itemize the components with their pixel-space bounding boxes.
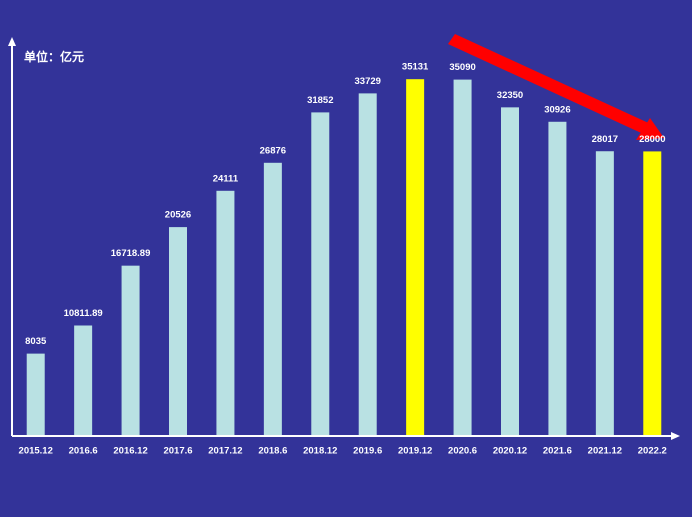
x-tick-label: 2020.12 — [493, 446, 527, 457]
value-label: 16718.89 — [111, 248, 151, 259]
x-tick-label: 2021.6 — [543, 446, 572, 457]
y-axis-arrow — [8, 37, 16, 46]
x-axis-arrow — [671, 432, 680, 440]
bar — [74, 325, 93, 435]
x-tick-label: 2020.6 — [448, 446, 477, 457]
x-tick-label: 2022.2 — [638, 446, 667, 457]
axis-unit-label: 单位：亿元 — [24, 49, 84, 64]
value-label: 35131 — [402, 62, 429, 73]
x-tick-label: 2019.12 — [398, 446, 432, 457]
bar — [548, 121, 567, 435]
x-tick-label: 2018.12 — [303, 446, 337, 457]
value-label: 26876 — [260, 145, 286, 156]
x-tick-label: 2017.12 — [208, 446, 242, 457]
x-tick-label: 2021.12 — [588, 446, 622, 457]
x-tick-label: 2016.12 — [113, 446, 147, 457]
bar — [26, 353, 45, 435]
value-label: 28017 — [592, 134, 618, 145]
value-label: 10811.89 — [64, 308, 103, 319]
x-tick-label: 2015.12 — [19, 446, 53, 457]
bar — [406, 79, 425, 435]
value-label: 35090 — [449, 62, 475, 73]
value-label: 30926 — [544, 104, 570, 115]
bar — [121, 265, 140, 435]
bar — [501, 107, 519, 435]
value-label: 31852 — [307, 95, 333, 106]
bar — [453, 79, 472, 435]
x-tick-label: 2016.6 — [69, 446, 98, 457]
value-label: 8035 — [25, 336, 47, 347]
bar — [643, 151, 662, 435]
value-label: 24111 — [213, 173, 239, 184]
value-label: 33729 — [355, 76, 381, 87]
x-tick-label: 2017.6 — [163, 446, 192, 457]
x-tick-label: 2018.6 — [258, 446, 287, 457]
trend-arrow-shaft — [448, 34, 655, 138]
value-label: 32350 — [497, 90, 523, 101]
bar — [169, 227, 187, 435]
bar — [595, 151, 614, 435]
bar — [358, 93, 377, 435]
bar — [216, 190, 235, 435]
trend-arrow-head — [636, 118, 664, 140]
x-tick-label: 2019.6 — [353, 446, 382, 457]
value-label: 28000 — [639, 134, 665, 145]
value-label: 20526 — [165, 210, 191, 221]
bar — [263, 162, 282, 435]
bar — [311, 112, 330, 435]
